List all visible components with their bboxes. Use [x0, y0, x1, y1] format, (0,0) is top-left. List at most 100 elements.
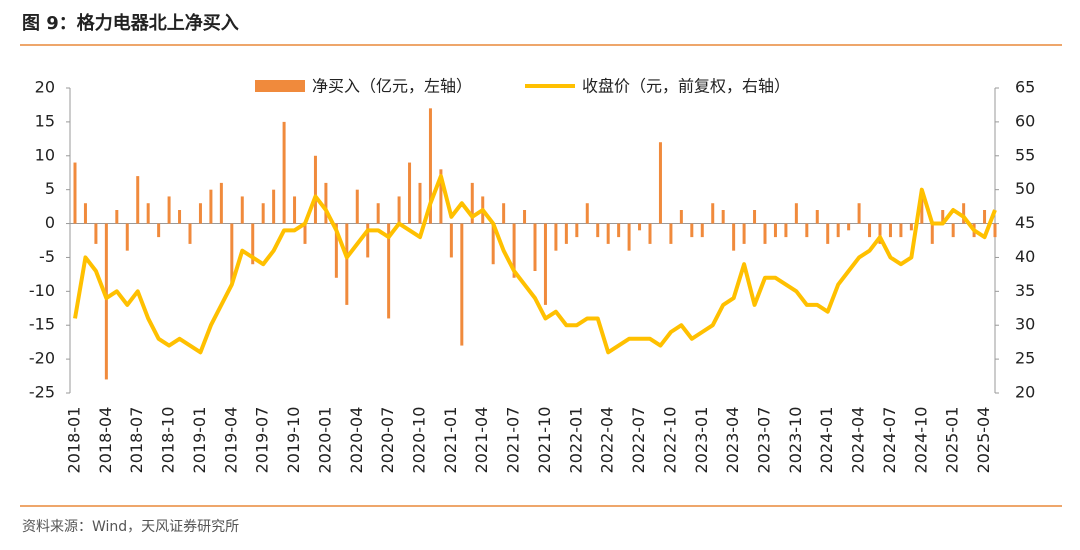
bar [94, 223, 98, 244]
y-tick-label: 15 [35, 111, 55, 130]
y2-tick-label: 35 [1015, 281, 1035, 300]
y-tick-label: -10 [29, 281, 55, 300]
bar [711, 203, 715, 224]
bar [167, 196, 171, 224]
bar [857, 203, 861, 224]
x-tick-label: 2022-10 [660, 407, 679, 474]
x-tick-label: 2024-07 [880, 407, 899, 474]
y-tick-label: -15 [29, 315, 55, 334]
bar [272, 189, 276, 224]
legend-label: 净买入（亿元，左轴） [312, 77, 472, 96]
bar [700, 223, 704, 238]
bar [878, 223, 882, 244]
y2-tick-label: 30 [1015, 315, 1035, 334]
y-tick-label: 10 [35, 145, 55, 164]
bar [941, 210, 945, 224]
x-tick-label: 2021-01 [441, 407, 460, 474]
bar [261, 203, 265, 224]
x-tick-label: 2022-01 [566, 407, 585, 474]
bar [439, 169, 443, 224]
x-tick-label: 2021-04 [472, 407, 491, 474]
bar [753, 210, 757, 224]
bar [376, 203, 380, 224]
x-tick-label: 2025-01 [943, 407, 962, 474]
x-tick-label: 2019-01 [190, 407, 209, 474]
bar [951, 223, 955, 238]
bar [648, 223, 652, 244]
bar [387, 223, 391, 319]
bar [219, 182, 223, 224]
bar [721, 210, 725, 224]
x-tick-label: 2018-04 [96, 407, 115, 474]
y-tick-label: -25 [29, 383, 55, 402]
bar [83, 203, 87, 224]
legend-label: 收盘价（元，前复权，右轴） [582, 77, 790, 96]
bar [136, 176, 140, 224]
bar [909, 223, 913, 231]
x-tick-label: 2019-04 [221, 407, 240, 474]
bar [794, 203, 798, 224]
bar [543, 223, 547, 305]
y-tick-label: 20 [35, 78, 55, 97]
x-tick-label: 2018-01 [65, 407, 84, 474]
x-tick-label: 2022-07 [629, 407, 648, 474]
bar [669, 223, 673, 244]
bar [638, 223, 642, 231]
x-tick-label: 2020-04 [347, 407, 366, 474]
x-tick-label: 2020-01 [315, 407, 334, 474]
bar [847, 223, 851, 231]
bar [533, 223, 537, 271]
bar [658, 142, 662, 224]
bar [157, 223, 161, 238]
y-tick-label: 5 [45, 179, 55, 198]
bar [742, 223, 746, 244]
x-tick-label: 2021-10 [535, 407, 554, 474]
x-tick-label: 2020-07 [378, 407, 397, 474]
bar [575, 223, 579, 238]
x-tick-label: 2019-07 [253, 407, 272, 474]
bar [115, 210, 119, 224]
bar [188, 223, 192, 244]
y-tick-label: 0 [45, 213, 55, 232]
x-tick-label: 2024-04 [849, 407, 868, 474]
bar [178, 210, 182, 224]
bar [836, 223, 840, 238]
bar [763, 223, 767, 244]
chart-title: 图 9：格力电器北上净买入 [22, 12, 239, 34]
bar [73, 162, 77, 224]
bar [564, 223, 568, 244]
x-tick-label: 2023-07 [755, 407, 774, 474]
bar [460, 223, 464, 346]
bar [303, 223, 307, 244]
bar [230, 223, 234, 285]
y2-tick-label: 55 [1015, 145, 1035, 164]
bar [324, 182, 328, 224]
y-tick-label: -20 [29, 349, 55, 368]
bar [240, 196, 244, 224]
bar [920, 196, 924, 224]
x-tick-label: 2018-07 [127, 407, 146, 474]
bar [470, 182, 474, 224]
bar [293, 196, 297, 224]
y2-tick-label: 60 [1015, 111, 1035, 130]
x-tick-label: 2020-10 [410, 407, 429, 474]
x-tick-label: 2022-04 [598, 407, 617, 474]
bar [198, 203, 202, 224]
bar [491, 223, 495, 265]
bar [899, 223, 903, 238]
bar [502, 203, 506, 224]
bar [449, 223, 453, 258]
bar [815, 210, 819, 224]
x-tick-label: 2024-01 [817, 407, 836, 474]
bar [679, 210, 683, 224]
source: 资料来源：Wind，天风证券研究所 [22, 519, 239, 535]
bar [983, 210, 987, 224]
bar [888, 223, 892, 238]
price-line [73, 174, 997, 355]
bar [554, 223, 558, 251]
bar [962, 203, 966, 224]
bar [209, 189, 213, 224]
bar [826, 223, 830, 244]
bar [732, 223, 736, 251]
